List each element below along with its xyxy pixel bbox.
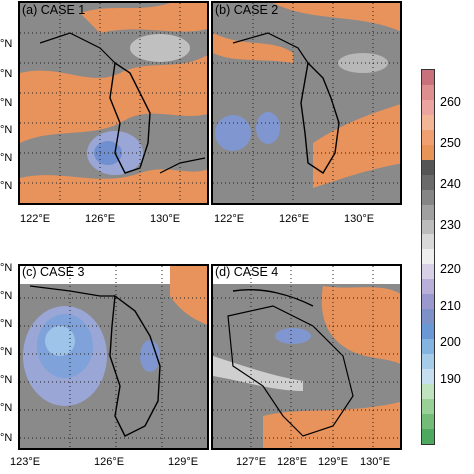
lon-tick-label: 127°E — [236, 456, 267, 468]
lat-label: °N — [0, 262, 13, 274]
colorbar-segment — [422, 99, 434, 115]
lat-label: °N — [0, 152, 13, 164]
lat-label: °N — [0, 38, 13, 50]
lat-label: °N — [0, 346, 13, 358]
colorbar-label: 210 — [440, 299, 461, 313]
colorbar-label: 230 — [440, 218, 461, 232]
lon-tick-label: 126°E — [94, 456, 125, 468]
colorbar-label: 250 — [440, 136, 461, 150]
colorbar-segment — [422, 159, 434, 175]
colorbar-segment — [422, 324, 434, 340]
panel-title: (d) CASE 4 — [215, 265, 279, 279]
colorbar-segment — [422, 264, 434, 280]
satellite-map-case-1 — [20, 3, 207, 203]
colorbar-segment — [422, 279, 434, 295]
lon-tick-label: 128°E — [277, 456, 308, 468]
map-panel-case-3: (c) CASE 3 — [18, 264, 209, 450]
satellite-map-case-3 — [20, 266, 207, 448]
lat-label: °N — [0, 68, 13, 80]
colorbar-segment — [422, 84, 434, 100]
colorbar-segment — [422, 234, 434, 250]
lon-tick-label: 130°E — [360, 456, 391, 468]
map-panel-case-4: (d) CASE 4 — [211, 264, 402, 450]
colorbar-segment — [422, 428, 434, 444]
colorbar — [421, 69, 435, 445]
satellite-map-case-4 — [213, 266, 400, 448]
lat-label: °N — [0, 318, 13, 330]
colorbar-segment — [422, 249, 434, 265]
colorbar-segment — [422, 70, 434, 85]
colorbar-segment — [422, 204, 434, 220]
colorbar-label: 220 — [440, 262, 461, 276]
lon-tick-label: 122°E — [20, 213, 51, 225]
panel-title: (a) CASE 1 — [22, 3, 86, 17]
colorbar-label: 200 — [440, 335, 461, 349]
lat-label: °N — [0, 290, 13, 302]
colorbar-segment — [422, 144, 434, 160]
lat-label: °N — [0, 97, 13, 109]
lon-tick-label: 122°E — [214, 213, 245, 225]
lon-tick-label: 126°E — [85, 213, 116, 225]
lon-tick-label: 130°E — [150, 213, 181, 225]
colorbar-segment — [422, 114, 434, 130]
satellite-map-case-2 — [213, 3, 400, 203]
panel-title: (c) CASE 3 — [22, 265, 85, 279]
colorbar-segment — [422, 174, 434, 190]
lon-tick-label: 123°E — [10, 456, 41, 468]
colorbar-segment — [422, 129, 434, 145]
colorbar-segment — [422, 384, 434, 399]
colorbar-label: 240 — [440, 177, 461, 191]
map-panel-case-1: (a) CASE 1 — [18, 1, 209, 205]
lon-tick-label: 130°E — [344, 213, 375, 225]
colorbar-segment — [422, 369, 434, 385]
lat-label: °N — [0, 402, 13, 414]
lat-label: °N — [0, 124, 13, 136]
lon-tick-label: 129°E — [318, 456, 349, 468]
colorbar-segment — [422, 309, 434, 325]
colorbar-segment — [422, 189, 434, 205]
colorbar-label: 260 — [440, 95, 461, 109]
map-panel-case-2: (b) CASE 2 — [211, 1, 402, 205]
lon-tick-label: 126°E — [279, 213, 310, 225]
lat-label: °N — [0, 432, 13, 444]
lat-label: °N — [0, 180, 13, 192]
colorbar-segment — [422, 413, 434, 429]
lon-tick-label: 129°E — [168, 456, 199, 468]
colorbar-segment — [422, 354, 434, 370]
panel-title: (b) CASE 2 — [215, 3, 279, 17]
colorbar-segment — [422, 398, 434, 414]
colorbar-segment — [422, 294, 434, 310]
colorbar-label: 190 — [440, 372, 461, 386]
lat-label: °N — [0, 374, 13, 386]
colorbar-segment — [422, 219, 434, 235]
colorbar-segment — [422, 339, 434, 355]
